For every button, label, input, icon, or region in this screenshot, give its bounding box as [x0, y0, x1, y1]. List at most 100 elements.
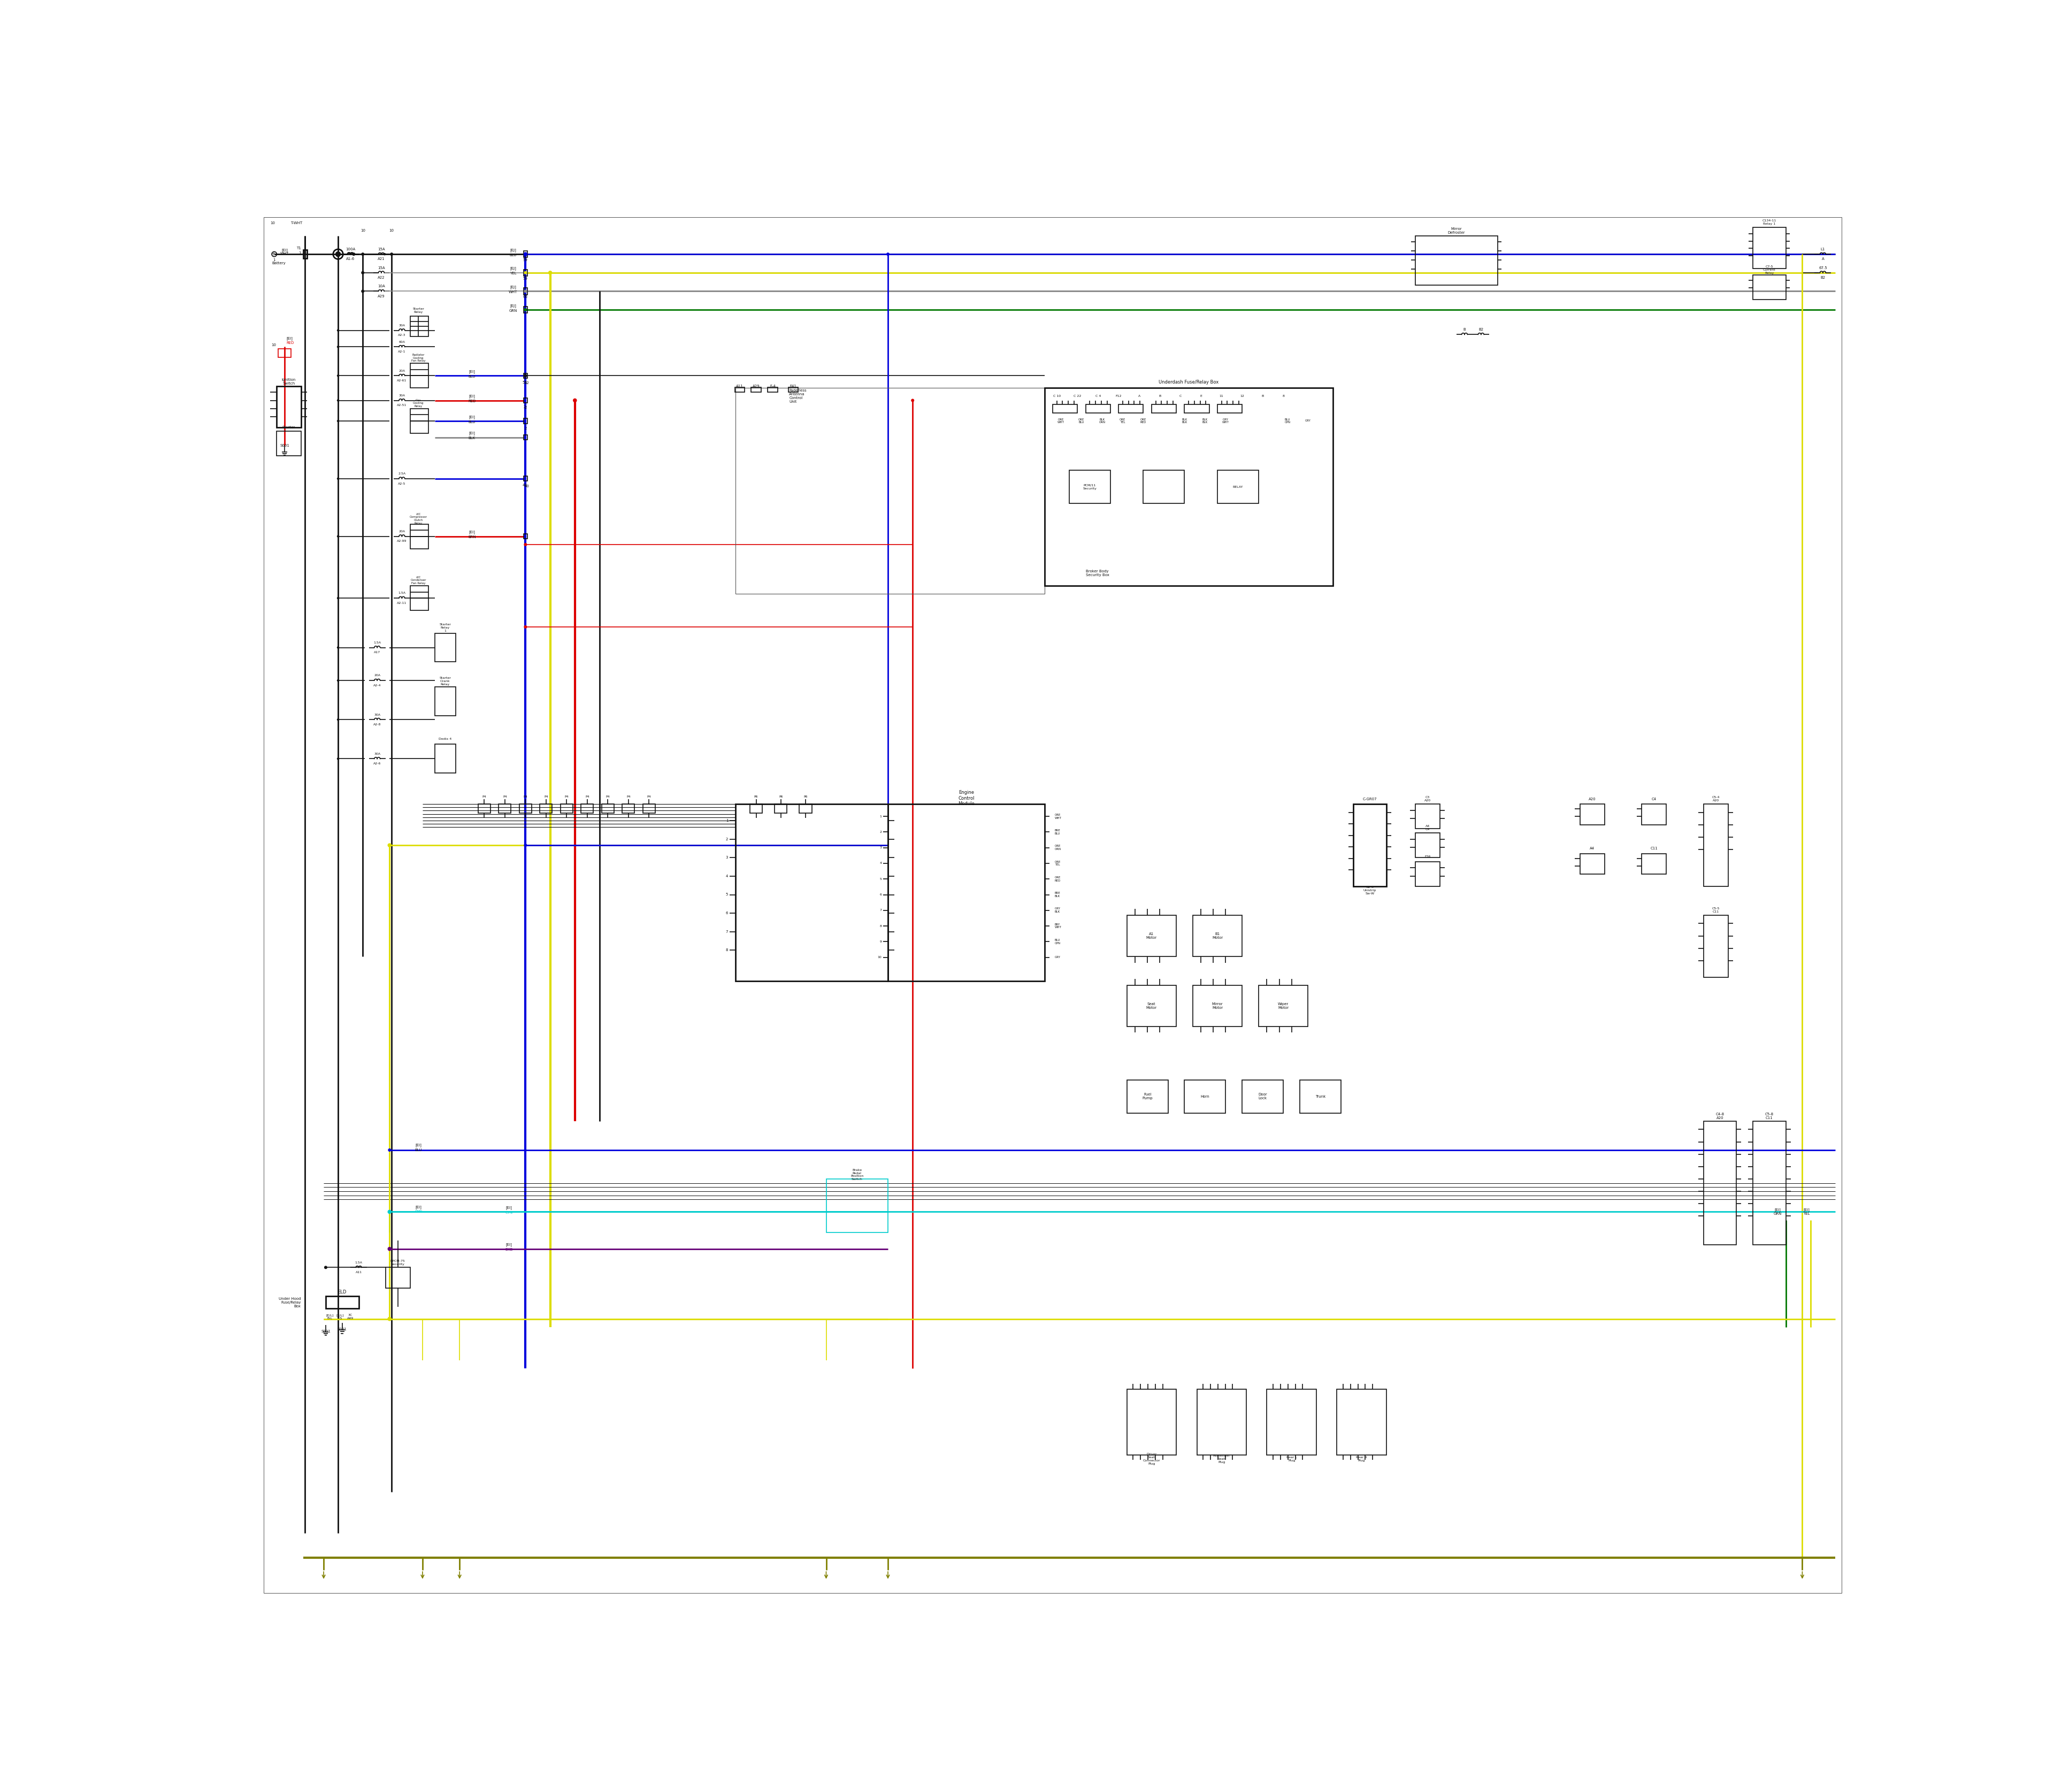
Bar [479, 805, 491, 814]
Text: A11: A11 [735, 383, 744, 387]
Bar [1193, 986, 1243, 1027]
Text: ORE
TEL: ORE TEL [1056, 860, 1060, 866]
Text: [EI]
GRN: [EI] GRN [1773, 1208, 1781, 1215]
Bar [435, 744, 456, 772]
Text: A1
Motor: A1 Motor [1146, 932, 1156, 939]
Text: Mirror
Motor: Mirror Motor [1212, 1002, 1222, 1009]
Text: ORE
RED: ORE RED [1056, 876, 1060, 882]
Bar [1119, 405, 1144, 412]
Circle shape [524, 253, 528, 256]
Text: BRY
WHT: BRY WHT [1056, 923, 1062, 928]
Circle shape [388, 844, 390, 848]
Bar [1052, 405, 1078, 412]
Text: P4: P4 [524, 796, 528, 797]
Text: C 10: C 10 [1054, 394, 1060, 398]
Circle shape [388, 1317, 390, 1321]
Text: Starter
Relay
1: Starter Relay 1 [440, 624, 452, 633]
Bar [1087, 405, 1111, 412]
Text: [EI]: [EI] [288, 337, 294, 340]
Text: RED: RED [468, 400, 477, 403]
Bar [1043, 389, 1333, 586]
Text: P4: P4 [606, 796, 610, 797]
Text: GRY: GRY [1304, 419, 1310, 423]
Bar [524, 398, 528, 403]
Bar [826, 1179, 887, 1233]
Text: 8: 8 [725, 948, 727, 952]
Bar [1243, 1081, 1284, 1113]
Text: P6: P6 [754, 796, 758, 797]
Text: BLK
ORN: BLK ORN [1099, 418, 1105, 425]
Text: CYN: CYN [415, 1210, 423, 1213]
Text: P6: P6 [778, 796, 783, 797]
Text: Battery: Battery [273, 262, 286, 265]
Text: F12: F12 [1115, 394, 1121, 398]
Text: B1
Motor: B1 Motor [1212, 932, 1222, 939]
Text: B2: B2 [1479, 328, 1483, 332]
Text: C4-8
A20: C4-8 A20 [1715, 1113, 1723, 1120]
Bar [1703, 805, 1727, 887]
Circle shape [388, 1210, 390, 1213]
Text: 20A: 20A [398, 369, 405, 373]
Text: 59: 59 [524, 258, 528, 262]
Text: Starter
Relay: Starter Relay [413, 308, 425, 314]
Bar [524, 435, 528, 439]
Text: ORE
WHT: ORE WHT [1056, 814, 1062, 819]
Text: Starter
Crank
Relay: Starter Crank Relay [440, 677, 452, 686]
Bar [1218, 471, 1259, 504]
Text: E: E [1200, 394, 1202, 398]
Circle shape [362, 253, 364, 256]
Bar [1185, 405, 1210, 412]
Text: Rear L
Plug: Rear L Plug [1286, 1457, 1296, 1462]
Text: 10: 10 [271, 344, 277, 346]
Text: 10: 10 [388, 229, 394, 233]
Bar [1128, 1081, 1169, 1113]
Text: Wiper
Motor: Wiper Motor [1278, 1002, 1288, 1009]
Text: ORE
RED: ORE RED [1140, 418, 1146, 425]
Bar [524, 534, 528, 539]
Text: Trunk: Trunk [1315, 1095, 1325, 1098]
Text: Mirror
Defroster: Mirror Defroster [1448, 228, 1465, 235]
Bar [1703, 916, 1727, 977]
Text: CYN: CYN [505, 1211, 514, 1215]
Text: P4: P4 [647, 796, 651, 797]
Text: BRN: BRN [468, 536, 477, 539]
Text: 67.5: 67.5 [1818, 267, 1828, 269]
Bar [1415, 862, 1440, 887]
Circle shape [337, 253, 339, 256]
Text: A21: A21 [378, 258, 384, 260]
Text: A: A [1138, 394, 1140, 398]
Text: 30A: 30A [374, 753, 380, 754]
Bar [277, 432, 302, 455]
Circle shape [524, 543, 526, 547]
Bar [411, 523, 429, 548]
Bar [524, 419, 528, 423]
Text: [EI]: [EI] [415, 1204, 421, 1208]
Bar [622, 805, 635, 814]
Text: RELAY: RELAY [1232, 486, 1243, 487]
Text: 20A: 20A [374, 674, 380, 677]
Circle shape [388, 1247, 390, 1251]
Circle shape [362, 271, 364, 274]
Text: Ignition
Switch: Ignition Switch [281, 378, 296, 385]
Text: [EI]: [EI] [468, 530, 474, 534]
Text: BLU: BLU [509, 253, 518, 256]
Bar [386, 1267, 411, 1288]
Text: B: B [1462, 328, 1467, 332]
Bar [524, 289, 528, 294]
Text: GRN: GRN [509, 308, 518, 312]
Text: C 22: C 22 [1074, 394, 1080, 398]
Text: C11: C11 [1649, 848, 1658, 849]
Bar [540, 805, 553, 814]
Bar [1337, 1389, 1386, 1455]
Bar [1197, 1389, 1247, 1455]
Bar [435, 633, 456, 661]
Text: Rear R
Plug: Rear R Plug [1356, 1457, 1368, 1462]
Text: BLU
CPN: BLU CPN [1284, 418, 1290, 425]
Text: WHT: WHT [279, 251, 290, 254]
Text: Passenger
Seat
Plug: Passenger Seat Plug [1214, 1455, 1230, 1464]
Text: Radiator
Cooling
Fan Relay: Radiator Cooling Fan Relay [411, 353, 425, 362]
Text: ORE
TEL: ORE TEL [1119, 418, 1126, 425]
Text: 12: 12 [1241, 394, 1245, 398]
Text: Starter: Starter [281, 425, 296, 428]
Text: A29: A29 [752, 383, 760, 387]
